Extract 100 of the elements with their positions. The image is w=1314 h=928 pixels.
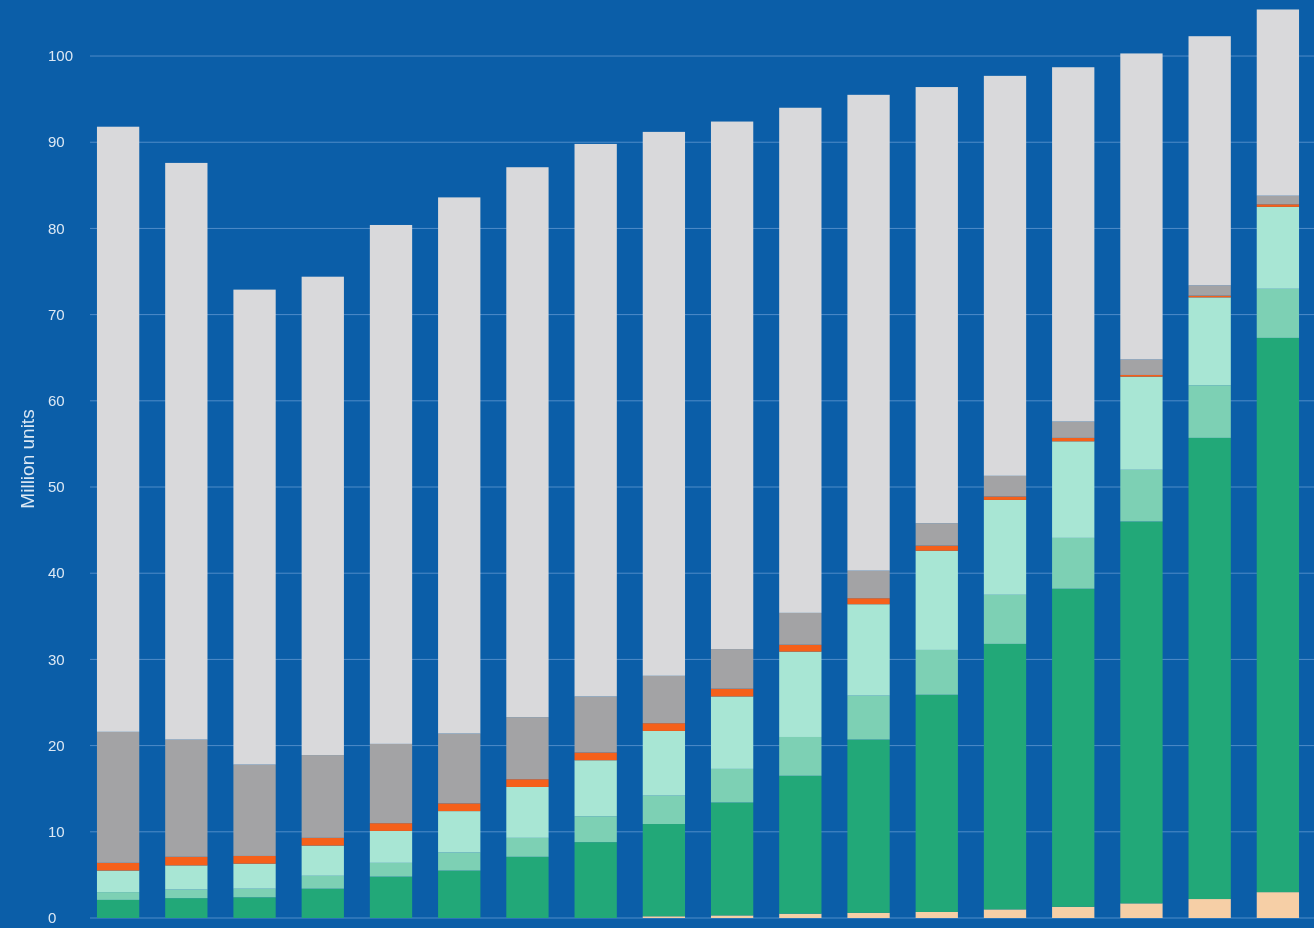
bar: [915, 545, 958, 551]
bar: [915, 694, 958, 912]
bar: [915, 911, 958, 918]
bar: [438, 197, 481, 734]
bar: [779, 775, 822, 914]
y-tick-label: 30: [48, 650, 65, 668]
bar: [1256, 195, 1300, 205]
bar: [642, 795, 686, 825]
bar: [574, 760, 617, 817]
bar: [233, 863, 276, 889]
bar: [233, 897, 276, 918]
y-tick-label: 100: [48, 47, 74, 65]
bar: [1052, 906, 1095, 918]
bar: [506, 856, 549, 918]
bar: [369, 743, 413, 824]
bar: [165, 162, 208, 740]
bar: [301, 276, 344, 756]
bar: [96, 899, 140, 918]
bar: [165, 856, 208, 866]
bar: [506, 779, 549, 787]
bar: [1052, 441, 1095, 538]
bar: [710, 768, 754, 803]
bar: [369, 823, 413, 831]
bar: [233, 855, 276, 864]
bar: [438, 870, 481, 918]
bar: [983, 594, 1027, 644]
bar: [642, 131, 686, 676]
bar: [710, 915, 754, 918]
bar: [369, 862, 413, 877]
bar: [301, 837, 344, 846]
bar: [1052, 588, 1095, 907]
bar: [1052, 421, 1095, 438]
bar: [710, 802, 754, 916]
bar: [1188, 437, 1231, 900]
bar: [1256, 9, 1300, 196]
bar: [1120, 521, 1163, 904]
bar: [1256, 337, 1300, 893]
y-axis-title: Million units: [17, 409, 38, 509]
bar: [983, 75, 1027, 476]
bar: [1188, 36, 1231, 286]
bar: [847, 912, 890, 918]
bar: [574, 752, 617, 761]
bar: [642, 824, 686, 917]
bar: [847, 604, 890, 696]
bar: [1188, 899, 1231, 918]
bar: [915, 523, 958, 546]
bar: [779, 736, 822, 776]
bar: [506, 837, 549, 857]
bar: [96, 862, 140, 871]
bar: [642, 675, 686, 724]
bar: [1052, 537, 1095, 589]
bar: [779, 651, 822, 737]
bar: [1120, 469, 1163, 522]
bar: [983, 475, 1027, 497]
bar: [983, 909, 1027, 918]
bar: [301, 845, 344, 876]
bar: [301, 875, 344, 889]
bar: [369, 830, 413, 863]
bar: [1188, 385, 1231, 438]
bar: [574, 143, 617, 697]
bar: [1256, 288, 1300, 338]
bar: [438, 803, 481, 812]
bar: [233, 888, 276, 898]
bar: [1256, 204, 1300, 207]
y-tick-label: 90: [48, 133, 65, 151]
y-tick-label: 0: [48, 909, 57, 927]
bar: [710, 649, 754, 689]
bar: [96, 870, 140, 893]
bar: [301, 888, 344, 918]
bar: [574, 842, 617, 918]
bar: [506, 167, 549, 718]
bar: [438, 733, 481, 804]
bar: [779, 612, 822, 645]
bar: [438, 852, 481, 871]
bar: [96, 731, 140, 863]
bar: [983, 499, 1027, 595]
bar: [1120, 903, 1163, 918]
y-tick-label: 20: [48, 736, 65, 754]
bar: [165, 889, 208, 899]
bar: [1120, 53, 1163, 360]
bar: [1052, 67, 1095, 422]
bar: [96, 126, 140, 732]
bar: [165, 898, 208, 918]
bar: [369, 224, 413, 744]
bar: [915, 87, 958, 524]
bar: [1188, 297, 1231, 386]
bar: [915, 649, 958, 695]
y-tick-label: 60: [48, 392, 65, 410]
bar: [983, 496, 1027, 500]
bar: [710, 688, 754, 697]
bar: [165, 865, 208, 890]
bar: [847, 695, 890, 740]
bar: [96, 892, 140, 900]
bar: [1120, 359, 1163, 375]
bar: [710, 121, 754, 650]
bar: [506, 786, 549, 838]
bar: [233, 289, 276, 765]
y-tick-label: 80: [48, 219, 65, 237]
bar: [1188, 285, 1231, 296]
bar: [1256, 892, 1300, 918]
